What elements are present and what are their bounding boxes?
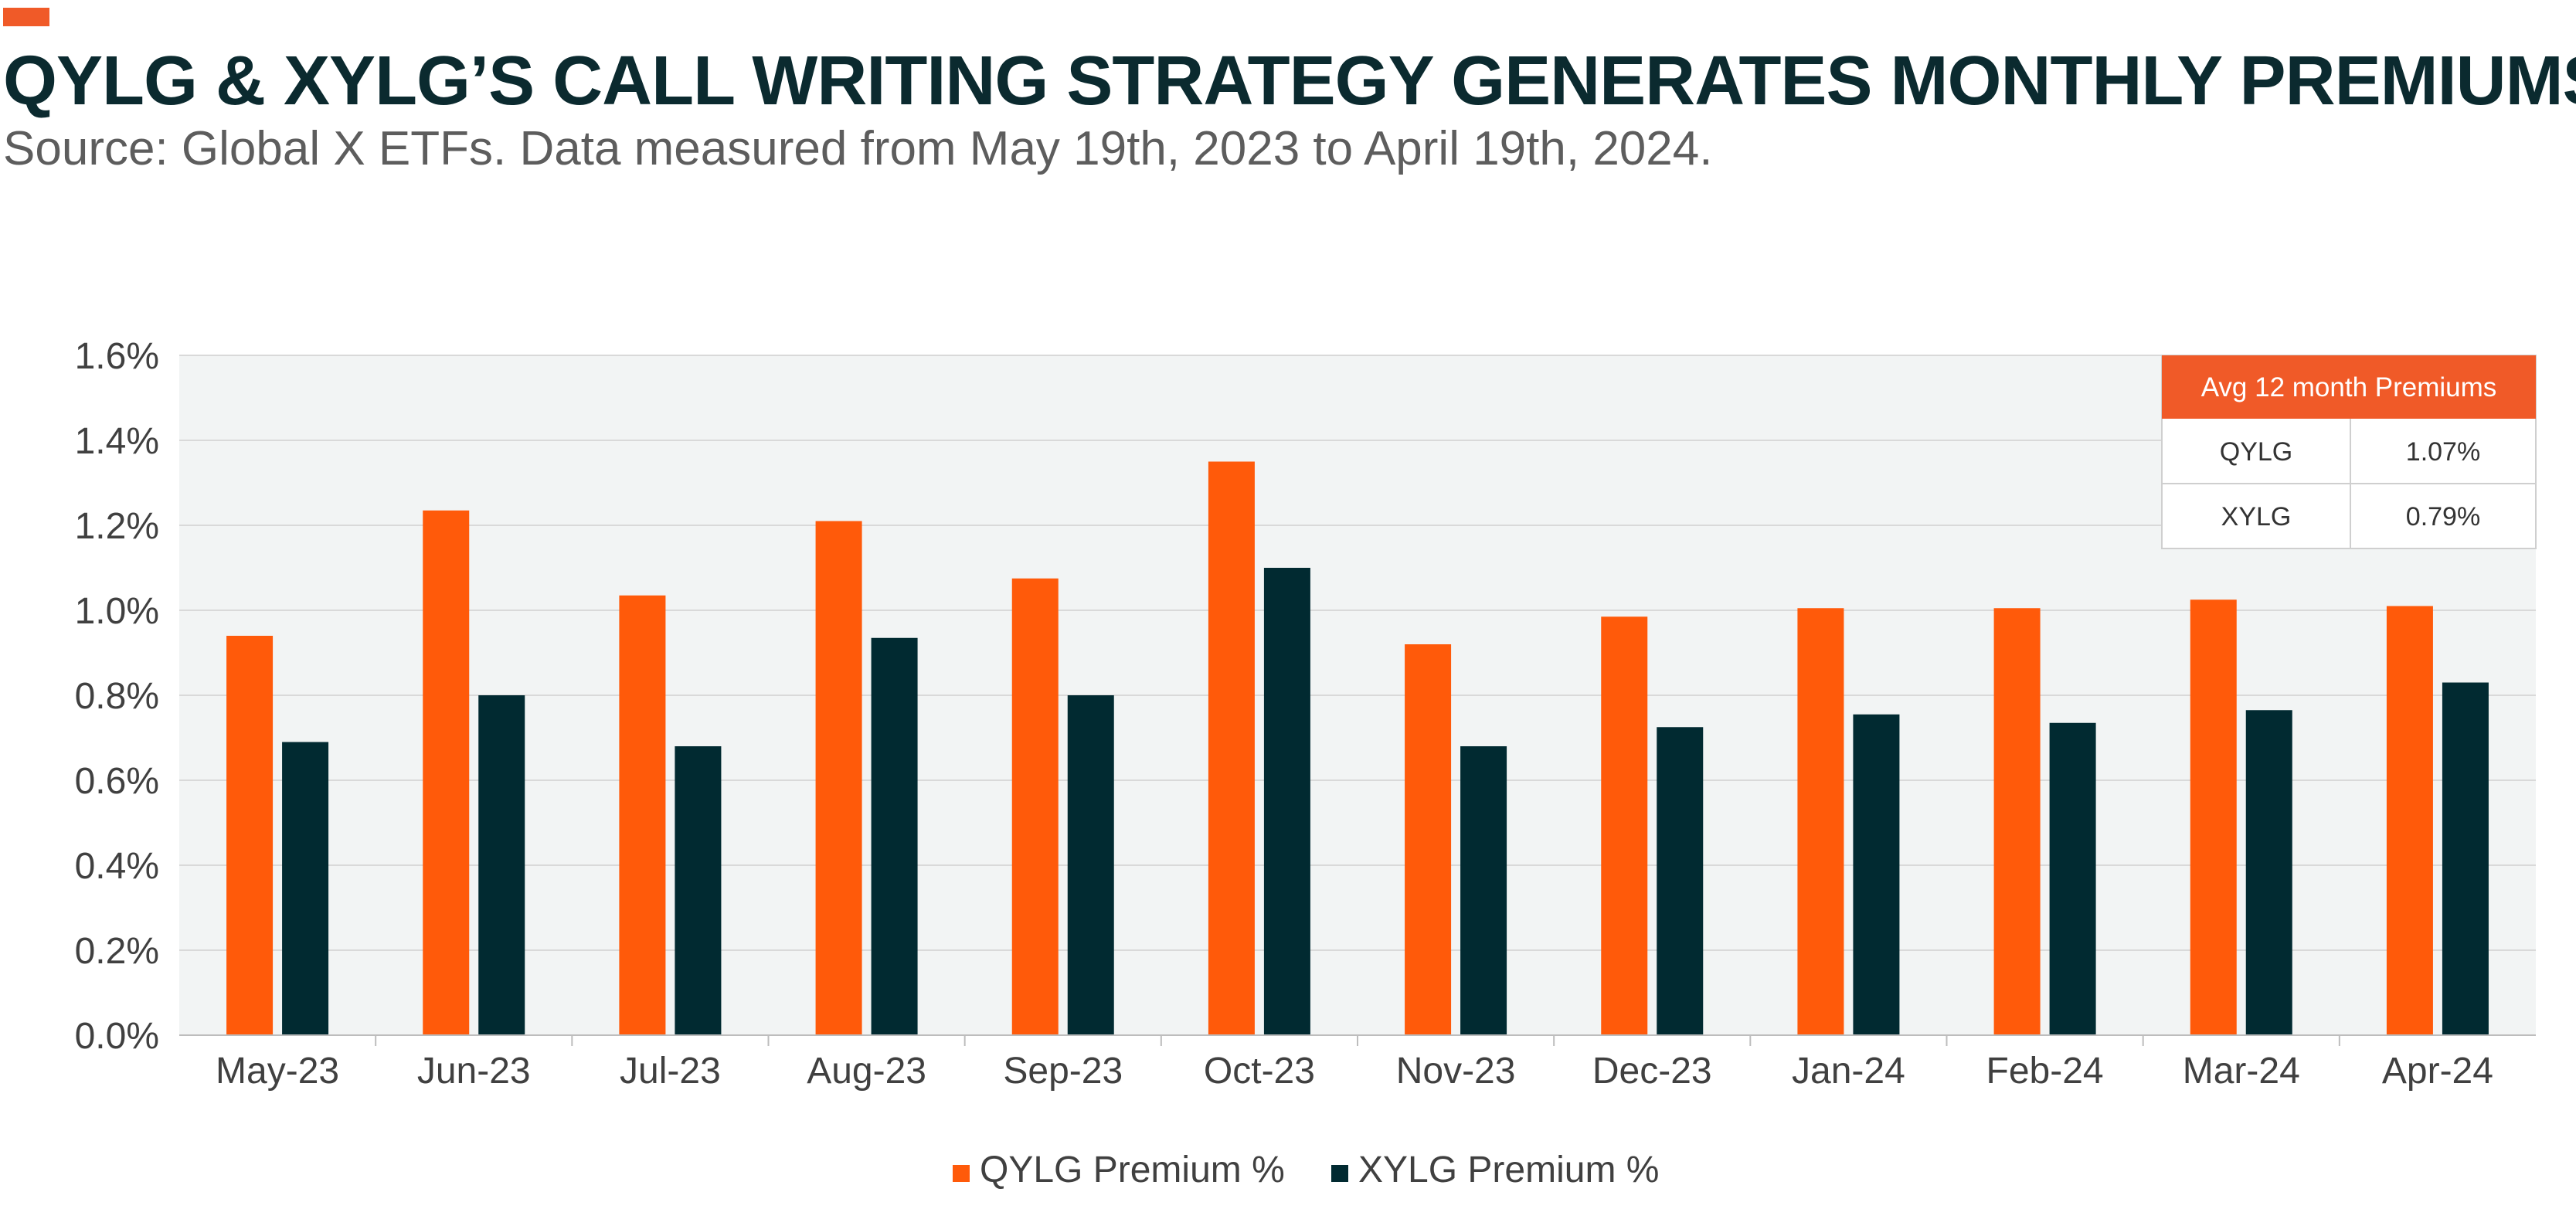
summary-table: Avg 12 month Premiums QYLG 1.07% XYLG 0.…	[2161, 355, 2537, 549]
bar-qylg	[2386, 606, 2433, 1035]
bar-xylg	[1067, 695, 1114, 1035]
x-tick-label: Jan-24	[1792, 1051, 1905, 1092]
x-tick-label: Nov-23	[1396, 1051, 1516, 1092]
summary-row-xylg-label: XYLG	[2221, 502, 2292, 531]
page-subtitle: Source: Global X ETFs. Data measured fro…	[3, 122, 1713, 175]
x-tick-label: Dec-23	[1592, 1051, 1712, 1092]
x-tick-label: Feb-24	[1986, 1051, 2104, 1092]
bars	[226, 461, 2489, 1035]
bar-qylg	[1601, 616, 1648, 1035]
summary-row-qylg-label: QYLG	[2220, 437, 2292, 467]
y-tick-label: 0.8%	[75, 676, 159, 717]
bar-xylg	[282, 742, 329, 1035]
bar-xylg	[1460, 746, 1507, 1035]
legend-label-qylg: QYLG Premium %	[980, 1150, 1285, 1190]
y-tick-label: 1.2%	[75, 506, 159, 547]
bar-qylg	[1405, 644, 1452, 1035]
bar-qylg	[815, 521, 862, 1035]
bar-qylg	[619, 595, 666, 1035]
x-tick-label: Jun-23	[417, 1051, 531, 1092]
bar-xylg	[2245, 710, 2292, 1035]
bar-qylg	[2190, 599, 2237, 1035]
bar-xylg	[2442, 682, 2489, 1035]
y-tick-label: 0.4%	[75, 846, 159, 887]
x-tick-label: Apr-24	[2382, 1051, 2493, 1092]
x-tick-label: Sep-23	[1003, 1051, 1123, 1092]
bar-xylg	[1263, 568, 1310, 1035]
y-tick-label: 1.6%	[75, 336, 159, 377]
page-title: QYLG & XYLG’S CALL WRITING STRATEGY GENE…	[3, 42, 2576, 120]
summary-row-xylg-value: 0.79%	[2406, 502, 2480, 531]
x-tick-label: Aug-23	[807, 1051, 926, 1092]
bar-qylg	[1993, 608, 2041, 1035]
x-tick-label: Oct-23	[1204, 1051, 1315, 1092]
x-tick-label: Mar-24	[2183, 1051, 2300, 1092]
summary-table-header: Avg 12 month Premiums	[2201, 372, 2497, 402]
legend: QYLG Premium % XYLG Premium %	[953, 1150, 1659, 1190]
bar-qylg	[1208, 461, 1255, 1035]
y-tick-label: 0.2%	[75, 931, 159, 972]
bar-qylg	[423, 510, 470, 1035]
x-tick-label: Jul-23	[620, 1051, 721, 1092]
y-tick-label: 1.0%	[75, 591, 159, 632]
bar-qylg	[1797, 608, 1844, 1035]
gridlines	[179, 355, 2536, 951]
axes: 0.0% 0.2% 0.4% 0.6% 0.8% 1.0% 1.2% 1.4% 1.6% May-…	[75, 336, 2536, 1092]
x-tick-label: May-23	[216, 1051, 339, 1092]
y-tick-label: 0.6%	[75, 761, 159, 802]
bar-qylg	[1011, 578, 1059, 1035]
legend-label-xylg: XYLG Premium %	[1358, 1150, 1659, 1190]
y-tick-label: 1.4%	[75, 421, 159, 462]
y-tick-label: 0.0%	[75, 1016, 159, 1057]
bar-xylg	[2049, 722, 2096, 1035]
bar-xylg	[1657, 727, 1704, 1035]
bar-xylg	[1853, 714, 1900, 1035]
bar-xylg	[478, 695, 525, 1035]
bar-xylg	[871, 637, 918, 1035]
accent-mark	[3, 8, 49, 26]
legend-swatch-qylg	[953, 1165, 970, 1182]
legend-swatch-xylg	[1331, 1165, 1348, 1182]
bar-qylg	[226, 636, 274, 1035]
summary-table-header-bg	[2162, 355, 2536, 419]
bar-xylg	[675, 746, 722, 1035]
summary-row-qylg-value: 1.07%	[2406, 437, 2480, 467]
